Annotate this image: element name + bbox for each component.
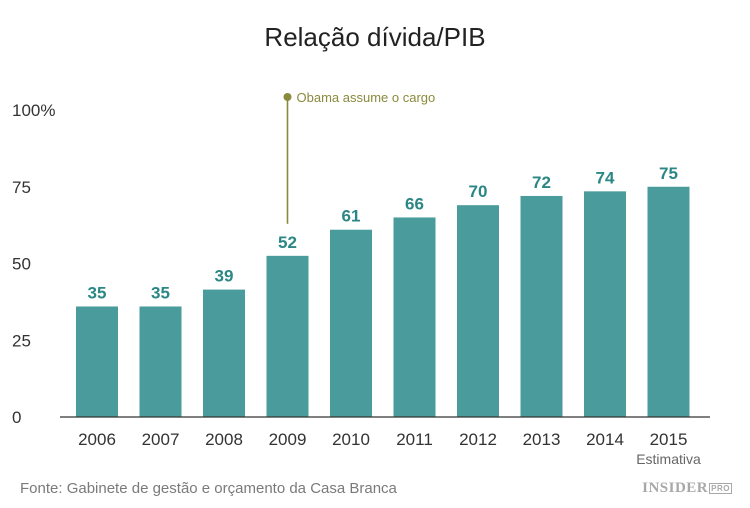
chart-title: Relação dívida/PIB: [264, 22, 486, 52]
bar-value-label: 61: [342, 207, 361, 226]
bar: [330, 229, 372, 417]
category-note: Estimativa: [636, 451, 701, 467]
y-tick-label: 0: [12, 408, 21, 427]
y-tick-label: 100%: [12, 101, 55, 120]
bar-value-label: 35: [151, 283, 170, 302]
y-tick-label: 50: [12, 255, 31, 274]
bar-value-label: 52: [278, 233, 297, 252]
bar: [266, 255, 309, 417]
bar: [393, 217, 436, 417]
bar: [457, 205, 499, 417]
brand-text: INSIDER: [642, 480, 709, 496]
bar: [647, 186, 690, 417]
x-tick-label: 2011: [396, 430, 433, 449]
source-note: Fonte: Gabinete de gestão e orçamento da…: [20, 480, 397, 497]
annotation-dot: [283, 93, 292, 101]
x-tick-label: 2006: [78, 430, 116, 449]
insider-pro-logo: INSIDER PRO: [642, 480, 732, 497]
x-tick-label: 2010: [332, 430, 370, 449]
bar-value-label: 75: [659, 164, 678, 183]
bar: [203, 289, 245, 417]
bar-value-label: 70: [469, 182, 488, 201]
bar: [584, 191, 626, 417]
bar-value-label: 35: [88, 283, 107, 302]
bar: [520, 195, 563, 417]
brand-suffix: PRO: [709, 483, 732, 495]
bar-value-label: 66: [405, 194, 424, 213]
bar-value-label: 39: [215, 267, 234, 286]
bar: [139, 306, 182, 417]
x-tick-label: 2015: [650, 430, 688, 449]
bar: [76, 306, 118, 417]
y-tick-label: 75: [12, 178, 31, 197]
x-tick-label: 2012: [459, 430, 497, 449]
x-tick-label: 2008: [205, 430, 243, 449]
x-tick-label: 2007: [142, 430, 180, 449]
annotation-text: Obama assume o cargo: [297, 90, 436, 105]
x-tick-label: 2014: [586, 430, 624, 449]
x-tick-label: 2013: [523, 430, 561, 449]
y-tick-label: 25: [12, 331, 31, 350]
x-tick-label: 2009: [269, 430, 307, 449]
bar-value-label: 74: [596, 168, 615, 187]
bar-value-label: 72: [532, 173, 551, 192]
